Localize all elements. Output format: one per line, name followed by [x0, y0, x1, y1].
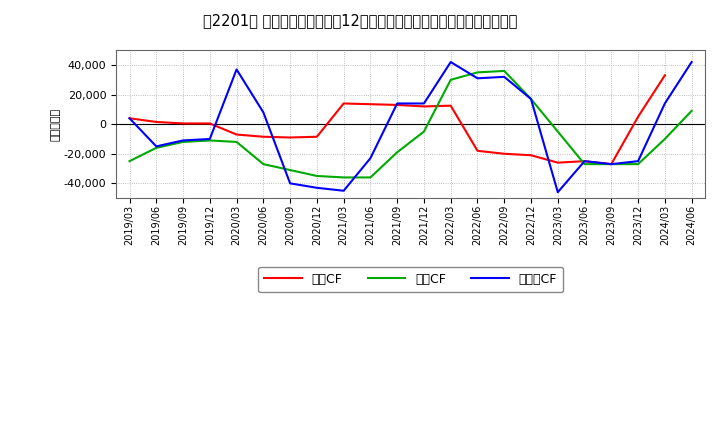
投資CF: [393, 150, 402, 155]
Text: 【2201】 キャッシュフローの12か月移動合計の対前年同期増減額の推移: 【2201】 キャッシュフローの12か月移動合計の対前年同期増減額の推移: [203, 13, 517, 28]
営業CF: [125, 116, 134, 121]
営業CF: [286, 135, 294, 140]
投資CF: [233, 139, 241, 145]
営業CF: [446, 103, 455, 108]
投資CF: [634, 161, 642, 167]
投資CF: [473, 70, 482, 75]
営業CF: [634, 114, 642, 119]
投資CF: [446, 77, 455, 82]
フリーCF: [179, 138, 187, 143]
投資CF: [179, 139, 187, 145]
フリーCF: [233, 67, 241, 72]
投資CF: [366, 175, 374, 180]
フリーCF: [312, 185, 321, 191]
投資CF: [125, 158, 134, 164]
投資CF: [286, 167, 294, 172]
フリーCF: [259, 110, 268, 115]
フリーCF: [152, 144, 161, 149]
フリーCF: [473, 76, 482, 81]
営業CF: [152, 119, 161, 125]
営業CF: [339, 101, 348, 106]
営業CF: [660, 73, 669, 78]
投資CF: [607, 161, 616, 167]
フリーCF: [688, 59, 696, 65]
営業CF: [233, 132, 241, 137]
フリーCF: [420, 101, 428, 106]
フリーCF: [205, 136, 214, 142]
投資CF: [500, 68, 508, 73]
フリーCF: [286, 181, 294, 186]
投資CF: [580, 161, 589, 167]
営業CF: [393, 103, 402, 108]
Line: フリーCF: フリーCF: [130, 62, 692, 192]
投資CF: [527, 96, 536, 102]
フリーCF: [634, 158, 642, 164]
投資CF: [259, 161, 268, 167]
営業CF: [259, 134, 268, 139]
営業CF: [312, 134, 321, 139]
フリーCF: [393, 101, 402, 106]
フリーCF: [580, 158, 589, 164]
フリーCF: [660, 101, 669, 106]
営業CF: [366, 102, 374, 107]
営業CF: [500, 151, 508, 156]
Line: 営業CF: 営業CF: [130, 75, 665, 164]
営業CF: [205, 121, 214, 126]
フリーCF: [125, 116, 134, 121]
営業CF: [554, 160, 562, 165]
営業CF: [580, 158, 589, 164]
投資CF: [312, 173, 321, 179]
Line: 投資CF: 投資CF: [130, 71, 692, 177]
Y-axis label: （百万円）: （百万円）: [51, 108, 61, 141]
営業CF: [527, 153, 536, 158]
フリーCF: [527, 96, 536, 102]
フリーCF: [554, 190, 562, 195]
営業CF: [607, 161, 616, 167]
フリーCF: [607, 161, 616, 167]
投資CF: [420, 129, 428, 134]
投資CF: [660, 136, 669, 142]
営業CF: [473, 148, 482, 154]
投資CF: [688, 108, 696, 114]
営業CF: [420, 104, 428, 109]
投資CF: [152, 145, 161, 150]
投資CF: [205, 138, 214, 143]
フリーCF: [339, 188, 348, 194]
投資CF: [554, 129, 562, 134]
投資CF: [339, 175, 348, 180]
フリーCF: [366, 156, 374, 161]
Legend: 営業CF, 投資CF, フリーCF: 営業CF, 投資CF, フリーCF: [258, 267, 563, 292]
フリーCF: [500, 74, 508, 80]
営業CF: [179, 121, 187, 126]
フリーCF: [446, 59, 455, 65]
